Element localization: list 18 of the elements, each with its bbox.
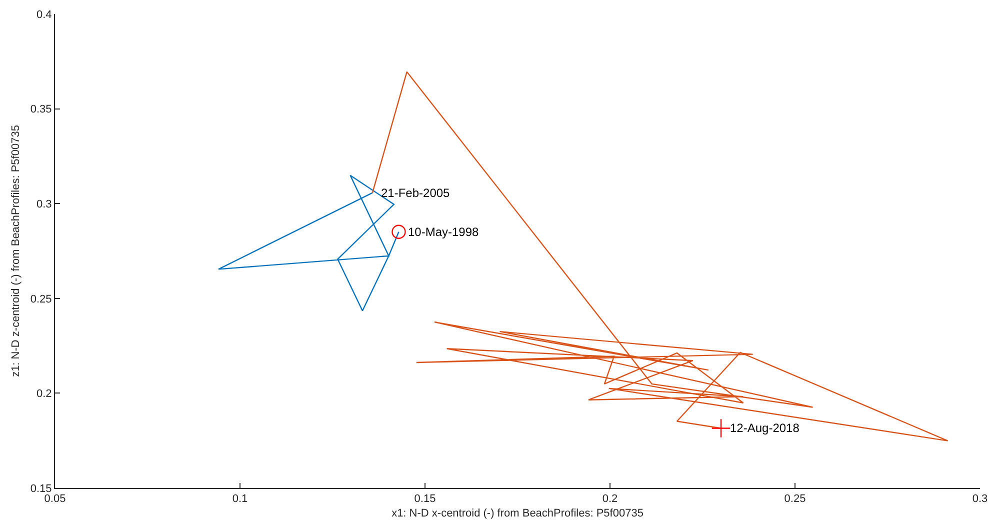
- y-tick-label: 0.15: [30, 482, 52, 495]
- x-tick-label: 0.2: [602, 493, 618, 506]
- x-tick-label: 0.3: [972, 493, 988, 506]
- annotation: 21-Feb-2005: [381, 186, 450, 200]
- y-tick-label: 0.3: [36, 198, 52, 210]
- x-tick-label: 0.15: [414, 493, 436, 506]
- y-axis-title: z1: N-D z-centroid (-) from BeachProfiles: P5f00735: [10, 125, 22, 377]
- annotation: 12-Aug-2018: [730, 421, 800, 435]
- y-tick-label: 0.35: [30, 104, 52, 116]
- line-series: [372, 71, 948, 442]
- annotation: 10-May-1998: [408, 225, 480, 239]
- x-tick-label: 0.05: [44, 493, 66, 506]
- x-axis-title: x1: N-D x-centroid (-) from BeachProfiles: P5f00735: [392, 507, 644, 520]
- y-tick-label: 0.4: [36, 8, 52, 21]
- x-tick-label: 0.1: [232, 493, 248, 506]
- y-tick-label: 0.2: [36, 388, 52, 400]
- y-tick-label: 0.25: [30, 293, 52, 306]
- x-tick-label: 0.25: [784, 493, 806, 506]
